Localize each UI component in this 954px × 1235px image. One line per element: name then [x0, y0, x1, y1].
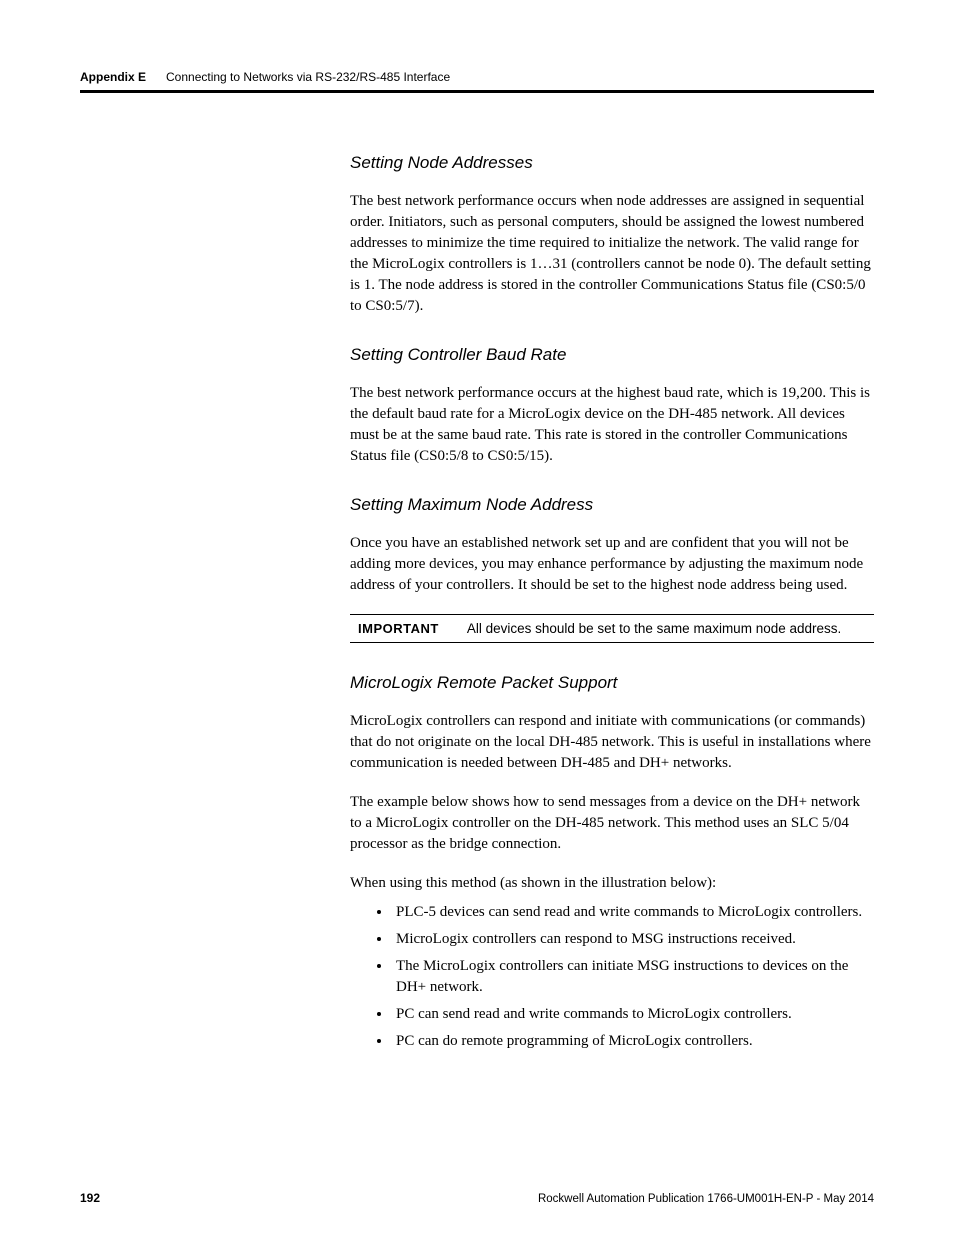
header-title: Connecting to Networks via RS-232/RS-485…	[166, 70, 450, 84]
heading-remote-packet: MicroLogix Remote Packet Support	[350, 673, 874, 693]
important-callout: IMPORTANT All devices should be set to t…	[350, 614, 874, 643]
header-appendix: Appendix E	[80, 70, 146, 84]
list-item: PC can send read and write commands to M…	[392, 1004, 874, 1025]
page-footer: 192 Rockwell Automation Publication 1766…	[80, 1191, 874, 1205]
para-baud-rate: The best network performance occurs at t…	[350, 383, 874, 467]
important-label: IMPORTANT	[350, 621, 439, 636]
page-container: Appendix E Connecting to Networks via RS…	[0, 0, 954, 1235]
list-item: MicroLogix controllers can respond to MS…	[392, 929, 874, 950]
bullet-list: PLC-5 devices can send read and write co…	[350, 902, 874, 1052]
heading-node-addresses: Setting Node Addresses	[350, 153, 874, 173]
para-node-addresses: The best network performance occurs when…	[350, 191, 874, 317]
heading-baud-rate: Setting Controller Baud Rate	[350, 345, 874, 365]
list-item: PLC-5 devices can send read and write co…	[392, 902, 874, 923]
footer-publication: Rockwell Automation Publication 1766-UM0…	[538, 1193, 874, 1205]
heading-max-node: Setting Maximum Node Address	[350, 495, 874, 515]
para-remote-packet-1: MicroLogix controllers can respond and i…	[350, 711, 874, 774]
important-text: All devices should be set to the same ma…	[467, 621, 841, 636]
page-header: Appendix E Connecting to Networks via RS…	[80, 70, 874, 93]
para-remote-packet-2: The example below shows how to send mess…	[350, 792, 874, 855]
footer-page-number: 192	[80, 1191, 100, 1205]
para-max-node: Once you have an established network set…	[350, 533, 874, 596]
para-remote-packet-3: When using this method (as shown in the …	[350, 873, 874, 894]
list-item: PC can do remote programming of MicroLog…	[392, 1031, 874, 1052]
list-item: The MicroLogix controllers can initiate …	[392, 956, 874, 998]
main-content: Setting Node Addresses The best network …	[350, 153, 874, 1052]
